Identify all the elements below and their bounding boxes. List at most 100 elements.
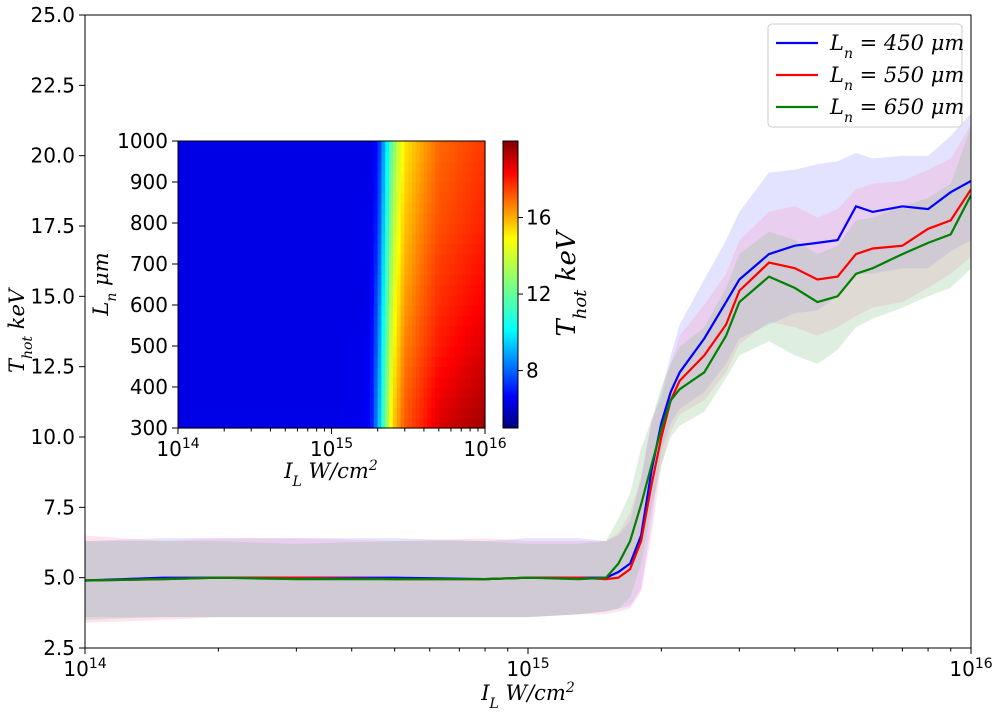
heatmap-cell [350,182,356,193]
heatmap-cell [316,171,321,183]
heatmap-cell [339,397,344,409]
heatmap-cell [477,264,482,275]
heatmap-cell [323,315,329,327]
heatmap-cell [204,325,210,337]
heatmap-cell [396,315,402,327]
heatmap-cell [400,376,406,388]
heatmap-cell [381,243,386,255]
heatmap-cell [343,212,348,224]
heatmap-cell [273,264,279,275]
heatmap-cell [270,182,275,193]
heatmap-cell [465,325,471,337]
heatmap-cell [435,325,440,337]
heatmap-cell [296,356,302,368]
heatmap-cell [212,407,217,419]
heatmap-cell [273,253,279,265]
heatmap-cell [270,294,275,306]
inset-heatmap [178,141,486,429]
heatmap-cell [385,284,390,296]
heatmap-cell [300,233,306,245]
heatmap-cell [350,161,356,173]
heatmap-cell [392,202,398,214]
heatmap-cell [270,212,275,224]
heatmap-cell [423,182,429,193]
heatmap-cell [427,356,432,368]
heatmap-cell [208,264,214,275]
heatmap-cell [377,171,382,183]
heatmap-cell [258,212,264,224]
heatmap-cell [197,141,202,152]
heatmap-cell [185,171,191,183]
heatmap-cell [250,151,256,163]
heatmap-cell [461,346,467,357]
heatmap-cell [427,192,432,204]
heatmap-cell [254,223,260,234]
heatmap-cell [270,407,275,419]
heatmap-cell [381,141,386,152]
heatmap-cell [316,397,321,409]
heatmap-cell [381,202,386,214]
heatmap-cell [423,387,429,398]
heatmap-cell [389,346,394,357]
heatmap-cell [454,171,459,183]
heatmap-cell [304,356,310,368]
heatmap-cell [400,356,406,368]
heatmap-cell [262,335,267,347]
heatmap-cell [331,325,336,337]
heatmap-cell [266,397,271,409]
heatmap-cell [481,315,486,327]
heatmap-cell [377,366,382,378]
heatmap-cell [404,305,409,316]
heatmap-cell [258,274,264,286]
heatmap-cell [377,397,382,409]
heatmap-cell [204,212,210,224]
heatmap-cell [392,284,398,296]
heatmap-cell [454,223,459,234]
heatmap-cell [323,387,329,398]
heatmap-cell [400,315,406,327]
heatmap-cell [404,315,409,327]
heatmap-cell [319,315,325,327]
heatmap-cell [442,253,448,265]
heatmap-cell [247,284,252,296]
heatmap-cell [358,294,363,306]
heatmap-cell [289,315,294,327]
heatmap-cell [350,387,356,398]
heatmap-cell [289,407,294,419]
heatmap-cell [477,376,482,388]
heatmap-cell [442,346,448,357]
heatmap-cell [454,305,459,316]
heatmap-cell [435,335,440,347]
heatmap-cell [201,397,206,409]
heatmap-cell [193,192,198,204]
heatmap-cell [216,182,221,193]
heatmap-cell [216,294,221,306]
heatmap-cell [293,356,298,368]
heatmap-cell [427,397,432,409]
heatmap-cell [343,397,348,409]
heatmap-cell [442,182,448,193]
heatmap-cell [396,325,402,337]
heatmap-cell [258,346,264,357]
heatmap-cell [350,274,356,286]
heatmap-cell [423,151,429,163]
heatmap-cell [258,171,264,183]
heatmap-cell [396,161,402,173]
heatmap-cell [254,294,260,306]
heatmap-cell [392,366,398,378]
heatmap-cell [461,284,467,296]
heatmap-cell [412,161,417,173]
heatmap-cell [239,253,244,265]
heatmap-cell [446,284,452,296]
heatmap-cell [181,141,187,152]
heatmap-cell [212,356,217,368]
heatmap-cell [277,407,283,419]
heatmap-cell [392,161,398,173]
heatmap-cell [358,376,363,388]
heatmap-cell [435,397,440,409]
heatmap-cell [231,356,237,368]
heatmap-cell [377,335,382,347]
heatmap-cell [362,305,367,316]
heatmap-cell [250,346,256,357]
heatmap-cell [389,223,394,234]
